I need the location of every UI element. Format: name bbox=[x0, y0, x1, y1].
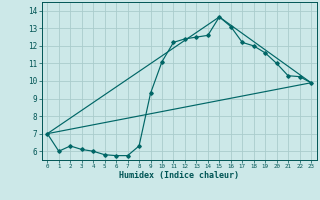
X-axis label: Humidex (Indice chaleur): Humidex (Indice chaleur) bbox=[119, 171, 239, 180]
